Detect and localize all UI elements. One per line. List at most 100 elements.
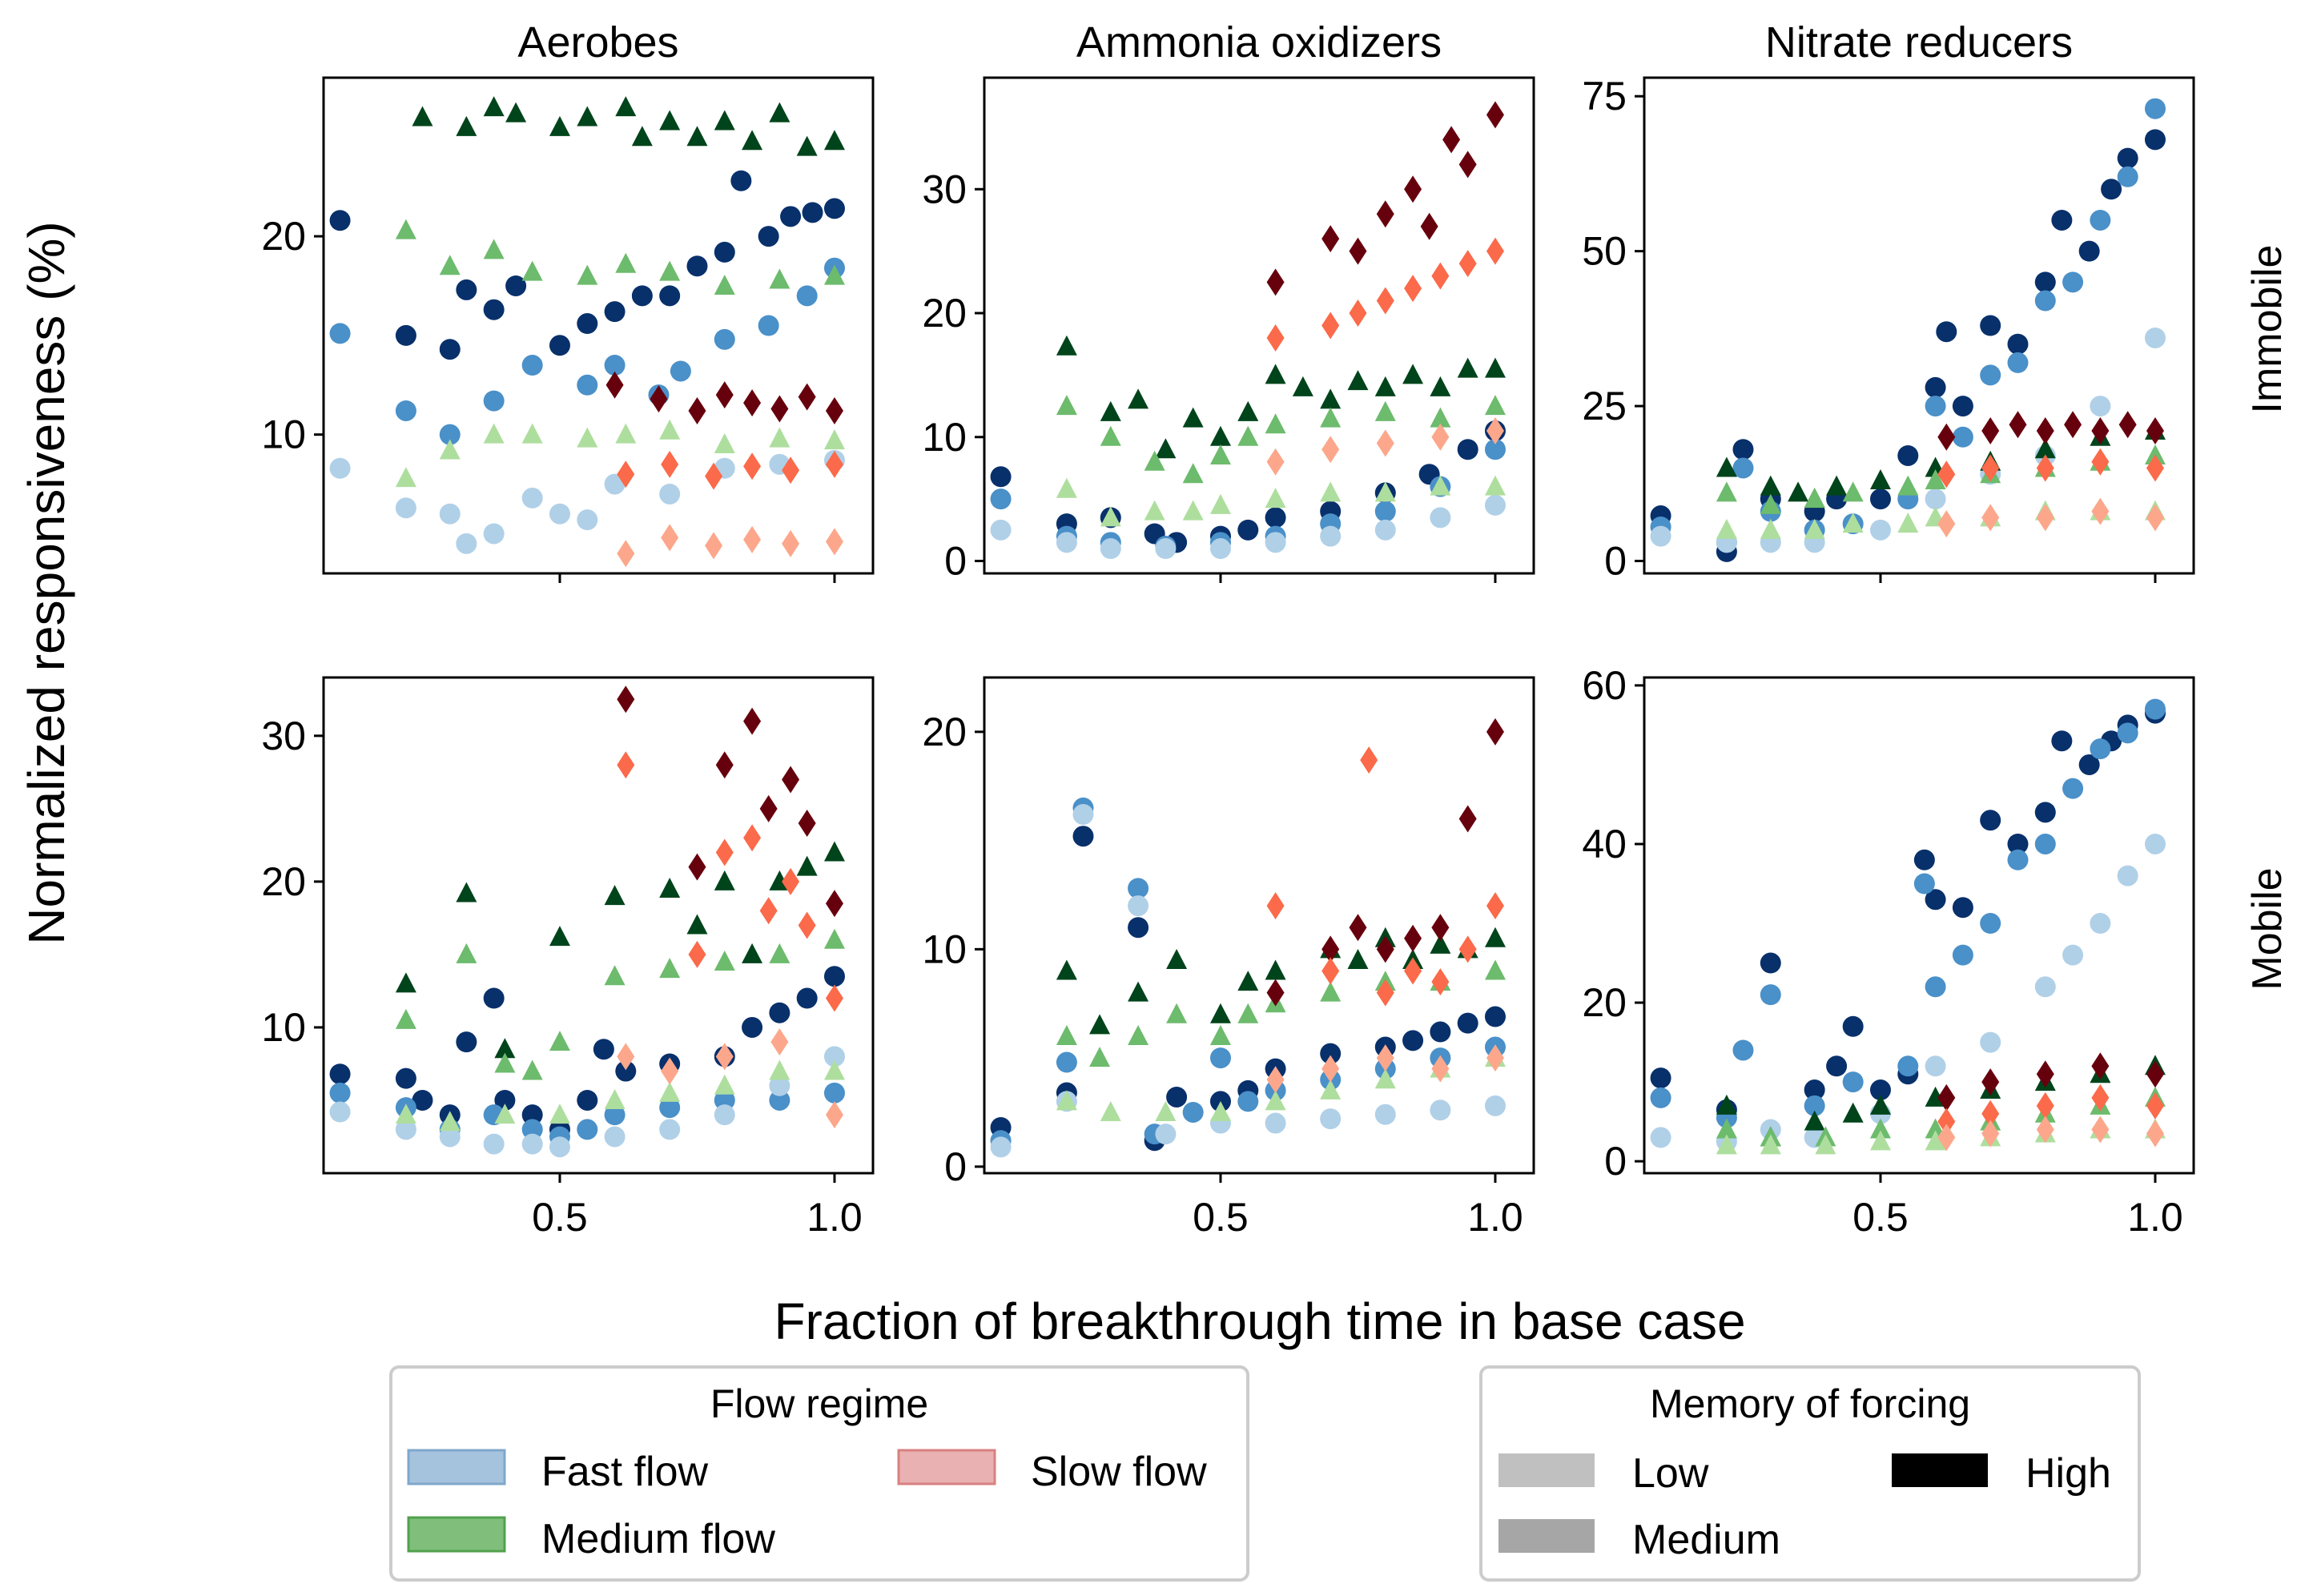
series-slow-medium [1266,746,1504,1007]
data-point [521,423,543,444]
data-point [1347,370,1369,391]
data-point [494,1038,516,1059]
data-point [1144,500,1165,521]
data-point [1056,395,1077,416]
data-point [1716,1118,1737,1139]
data-point [2118,411,2137,439]
data-point [686,914,708,935]
data-point [1897,444,1919,466]
data-point [705,532,723,560]
data-point [2117,166,2138,187]
data-point [990,519,1012,541]
data-point [439,424,461,445]
data-point [1430,376,1451,396]
data-point [1925,1055,1946,1077]
data-point [1100,506,1121,527]
data-point [604,1126,626,1148]
data-point [1788,481,1809,502]
data-point [715,381,734,409]
data-point [2051,730,2073,752]
data-point [1897,1055,1919,1077]
data-point [577,1119,598,1140]
data-point [1072,804,1094,826]
data-point [769,943,790,963]
data-point [1869,468,1891,489]
data-point [688,396,706,424]
data-point [650,385,668,413]
y-tick-label: 30 [261,714,306,758]
series-slow-high [605,371,843,424]
data-point [1457,357,1478,378]
data-point [1374,519,1396,541]
data-point [705,462,723,490]
series-slow-medium [1937,1083,2164,1136]
legend-flow-regime: Flow regime Fast flow Medium flow Slow f… [389,1365,1249,1582]
series-slow-low [1266,417,1504,476]
data-point [2146,417,2164,445]
data-point [2034,802,2056,823]
series-medium-medium [395,928,845,1080]
data-point [2090,396,2111,417]
data-point [1760,518,1781,539]
data-point [659,958,681,979]
data-point [2091,1052,2110,1080]
data-point [1484,1095,1506,1116]
data-point [549,926,570,947]
x-tick-label: 0.5 [1852,1195,1909,1240]
data-point [456,882,477,903]
series-fast-high [1650,702,2166,1120]
legend-swatch-high [1892,1453,1988,1487]
data-point [617,685,635,714]
data-point [1826,1055,1848,1077]
data-point [2078,240,2100,262]
data-point [1937,510,1956,538]
data-point [823,264,845,285]
data-point [825,1101,843,1129]
data-point [1056,335,1077,356]
data-point [1402,364,1424,384]
data-point [1155,1100,1177,1121]
y-tick-label: 20 [922,291,967,336]
data-point [1128,895,1149,917]
data-point [1237,400,1259,421]
data-point [802,202,823,223]
series-slow-high [1937,411,2164,451]
data-point [1166,948,1188,969]
data-point [742,130,763,151]
data-point [1182,407,1204,428]
data-point [1980,364,2001,386]
data-point [1056,1051,1077,1073]
data-point [782,766,800,794]
legend-label-fast-flow: Fast flow [541,1449,708,1495]
data-point [1804,518,1825,539]
series-slow-low [617,1028,843,1129]
data-point [742,1016,763,1038]
data-point [1980,1031,2001,1053]
data-point [1484,959,1506,980]
data-point [1430,475,1451,496]
data-point [615,96,637,117]
data-point [1100,400,1121,421]
data-point [1347,948,1369,969]
data-point [1266,268,1285,296]
series-slow-low [1937,497,2164,538]
data-point [1100,425,1121,446]
y-tick-label: 75 [1582,74,1627,119]
data-point [1842,481,1864,502]
data-point [2117,722,2138,744]
data-point [1237,1003,1259,1023]
legend-flow-title: Flow regime [710,1381,928,1426]
data-point [2146,504,2164,532]
series-medium-high [1056,335,1506,459]
data-point [483,423,505,444]
data-point [2090,913,2111,935]
x-tick-label: 0.5 [532,1195,588,1240]
data-point [329,457,351,479]
data-point [1937,1108,1956,1136]
data-point [604,1088,626,1109]
data-point [659,1081,681,1102]
data-point [1237,425,1259,446]
data-point [796,987,818,1009]
data-point [1056,477,1077,498]
x-tick-label: 1.0 [1467,1195,1523,1240]
